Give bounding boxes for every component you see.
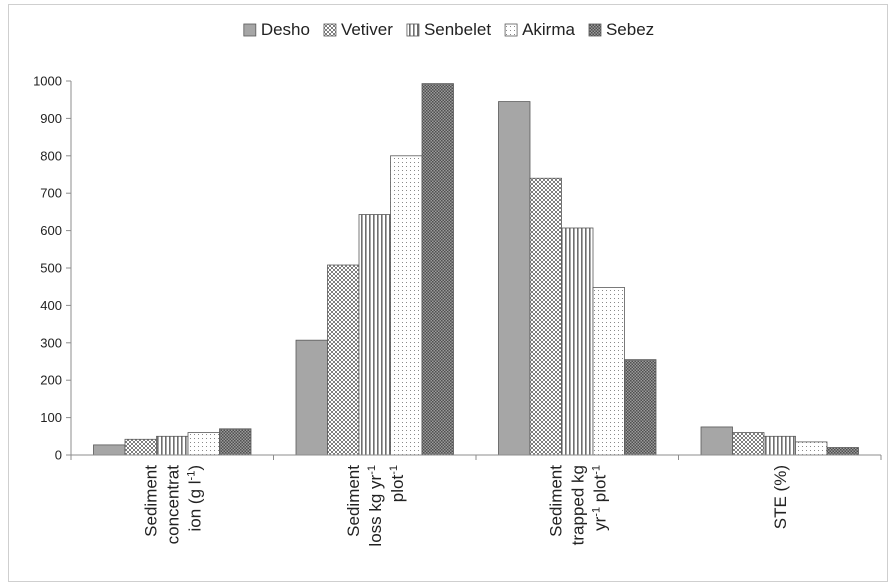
grouped-bar-chart: Desho Vetiver Senbelet Akirma Sebez 0 100 200 3… bbox=[33, 20, 882, 547]
legend-swatch bbox=[243, 23, 257, 37]
bar-akirma-3 bbox=[795, 441, 828, 456]
x-category-label-line: loss kg yr-1 bbox=[366, 465, 385, 547]
y-tick-label: 300 bbox=[40, 335, 62, 350]
legend-swatch bbox=[323, 23, 337, 37]
bar-desho-3 bbox=[700, 426, 733, 456]
legend-item-senbelet: Senbelet bbox=[406, 20, 491, 39]
legend-label: Desho bbox=[261, 20, 310, 39]
bar-desho-0 bbox=[93, 444, 126, 456]
legend-label: Senbelet bbox=[424, 20, 491, 39]
bar-sebez-0 bbox=[219, 428, 252, 456]
legend-label: Vetiver bbox=[341, 20, 393, 39]
y-tick-label: 0 bbox=[55, 448, 62, 463]
y-tick-label: 600 bbox=[40, 223, 62, 238]
bar-vetiver-2 bbox=[529, 177, 562, 456]
bar-vetiver-3 bbox=[732, 432, 765, 456]
x-category-label-line: Sediment bbox=[141, 465, 160, 537]
x-category-label-line: concentrat bbox=[163, 465, 182, 545]
legend-swatch bbox=[504, 23, 518, 37]
y-tick-label: 900 bbox=[40, 111, 62, 126]
x-category-label-line: plot-1 bbox=[388, 465, 407, 502]
y-tick-label: 400 bbox=[40, 298, 62, 313]
legend-swatch bbox=[588, 23, 602, 37]
legend-label: Sebez bbox=[606, 20, 654, 39]
x-category-label-line: Sediment bbox=[546, 465, 565, 537]
y-tick-label: 100 bbox=[40, 410, 62, 425]
x-category-label: Sediment trapped kg yr-1 plot-1 bbox=[546, 465, 609, 546]
bar-desho-2 bbox=[498, 101, 531, 456]
y-tick-label: 500 bbox=[40, 261, 62, 276]
bar-akirma-1 bbox=[390, 155, 423, 456]
legend-item-akirma: Akirma bbox=[504, 20, 576, 39]
bar-vetiver-1 bbox=[327, 264, 360, 456]
bar-akirma-2 bbox=[592, 287, 625, 456]
x-category-label: Sediment concentrat ion (g l-1) bbox=[141, 465, 204, 545]
y-tick-label: 200 bbox=[40, 373, 62, 388]
x-category-label-line: yr-1 plot-1 bbox=[590, 465, 609, 531]
legend: Desho Vetiver Senbelet Akirma Sebez bbox=[243, 20, 654, 39]
bar-akirma-0 bbox=[187, 432, 220, 456]
x-category-label-line: Sediment bbox=[344, 465, 363, 537]
bar-desho-1 bbox=[295, 339, 328, 456]
x-category-label-line: ion (g l-1) bbox=[185, 465, 204, 531]
x-category-label-line: STE (%) bbox=[771, 465, 790, 529]
legend-item-desho: Desho bbox=[243, 20, 310, 39]
legend-item-vetiver: Vetiver bbox=[323, 20, 393, 39]
x-category-label: STE (%) bbox=[771, 465, 790, 529]
bar-sebez-3 bbox=[826, 447, 859, 456]
legend-swatch bbox=[406, 23, 420, 37]
y-tick-label: 700 bbox=[40, 186, 62, 201]
y-axis: 0 100 200 300 400 500 600 700 800 900 1000 bbox=[33, 74, 72, 463]
y-tick-label: 1000 bbox=[33, 74, 62, 89]
bar-sebez-2 bbox=[624, 359, 657, 456]
y-tick-label: 800 bbox=[40, 148, 62, 163]
bar-senbelet-3 bbox=[763, 435, 796, 456]
bar-sebez-1 bbox=[421, 83, 454, 456]
bar-senbelet-1 bbox=[358, 214, 391, 456]
bar-vetiver-0 bbox=[124, 438, 157, 456]
legend-item-sebez: Sebez bbox=[588, 20, 654, 39]
bar-senbelet-0 bbox=[156, 435, 189, 456]
bars bbox=[93, 83, 859, 456]
bar-senbelet-2 bbox=[561, 227, 594, 456]
chart-frame: Desho Vetiver Senbelet Akirma Sebez 0 100 200 3… bbox=[8, 4, 888, 582]
legend-label: Akirma bbox=[522, 20, 575, 39]
x-axis: Sediment concentrat ion (g l-1) Sediment los… bbox=[70, 454, 882, 547]
x-category-label-line: trapped kg bbox=[568, 465, 587, 545]
